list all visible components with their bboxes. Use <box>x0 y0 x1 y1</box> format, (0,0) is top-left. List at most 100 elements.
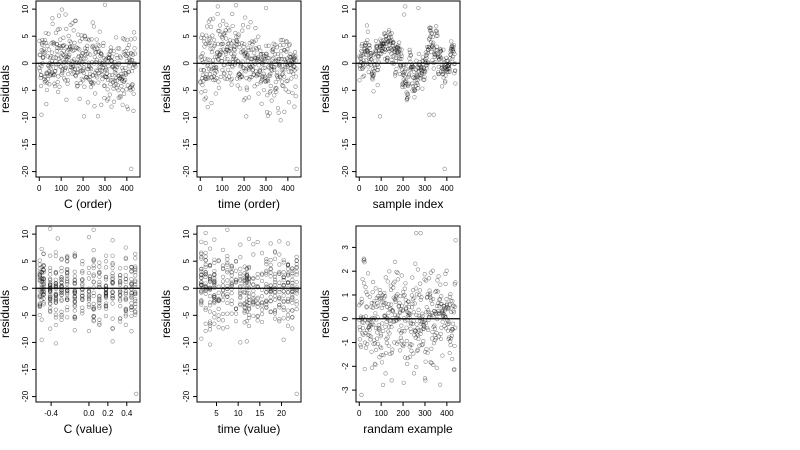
data-point <box>199 76 205 81</box>
data-point <box>107 52 113 57</box>
data-point <box>290 295 295 300</box>
data-point <box>53 300 58 305</box>
y-tick-label: -15 <box>182 363 191 375</box>
data-point <box>224 47 230 52</box>
plot-frame <box>35 225 141 403</box>
data-point <box>289 69 294 74</box>
data-point <box>406 83 411 89</box>
data-point <box>86 289 92 294</box>
data-point <box>88 79 93 85</box>
data-point <box>365 49 371 55</box>
data-point <box>368 51 373 56</box>
data-point <box>128 37 134 42</box>
data-point <box>444 55 449 61</box>
data-point <box>207 72 212 77</box>
data-point <box>438 302 443 307</box>
data-point <box>393 45 399 50</box>
data-point <box>227 48 232 54</box>
data-point <box>67 52 72 57</box>
data-point <box>290 308 295 313</box>
data-point <box>243 67 248 72</box>
data-point <box>379 345 384 351</box>
data-point <box>425 327 431 333</box>
data-point <box>401 80 406 85</box>
data-point <box>419 65 424 70</box>
data-point <box>202 97 207 102</box>
data-point <box>218 74 223 80</box>
data-point <box>120 88 125 93</box>
data-point <box>400 72 405 77</box>
data-point <box>212 278 217 283</box>
data-point <box>205 105 210 110</box>
data-point <box>72 66 78 71</box>
data-point <box>52 73 57 78</box>
data-point <box>279 79 285 84</box>
data-point <box>449 333 455 338</box>
data-point <box>394 269 399 275</box>
data-point <box>413 286 419 291</box>
data-point <box>244 274 249 279</box>
data-point <box>418 74 424 79</box>
data-point <box>64 56 70 62</box>
data-point <box>277 287 282 292</box>
data-point <box>129 281 134 287</box>
data-point <box>406 299 411 304</box>
data-point <box>423 278 429 283</box>
data-point <box>242 50 248 55</box>
data-point <box>425 294 430 300</box>
data-point <box>452 304 458 309</box>
data-point <box>431 324 436 330</box>
data-point <box>86 289 92 294</box>
data-point <box>204 33 209 38</box>
data-point <box>410 301 415 306</box>
data-point <box>429 336 435 341</box>
data-point <box>371 341 376 347</box>
data-point <box>425 47 431 52</box>
data-point <box>421 77 426 83</box>
data-point <box>244 266 249 271</box>
data-point <box>387 43 392 48</box>
data-point <box>380 42 385 47</box>
data-point <box>65 295 70 301</box>
data-point <box>80 50 85 56</box>
data-point <box>118 289 123 294</box>
data-point <box>48 294 53 299</box>
data-point <box>239 50 244 55</box>
data-point <box>58 37 63 42</box>
data-point <box>41 283 46 288</box>
data-point <box>251 302 256 307</box>
data-point <box>81 65 86 70</box>
data-point <box>233 279 239 285</box>
data-point <box>72 290 77 295</box>
data-point <box>418 319 423 324</box>
data-point <box>277 297 282 302</box>
data-point <box>408 320 413 325</box>
data-point <box>281 83 286 89</box>
data-point <box>428 29 433 34</box>
data-point <box>129 265 134 270</box>
data-point <box>403 4 408 9</box>
data-point <box>365 47 370 53</box>
data-point <box>50 72 56 78</box>
data-point <box>430 312 435 318</box>
data-point <box>285 299 291 305</box>
data-point <box>133 267 138 273</box>
data-point <box>105 77 111 83</box>
data-point <box>439 56 444 61</box>
data-point <box>373 325 379 331</box>
y-tick-label: -15 <box>182 138 191 150</box>
data-point <box>282 109 287 114</box>
data-point <box>291 60 296 65</box>
data-point <box>199 35 204 40</box>
data-point <box>359 49 364 54</box>
data-point <box>37 304 42 309</box>
data-point <box>251 288 256 293</box>
data-point <box>285 56 290 61</box>
data-point <box>415 65 420 70</box>
data-point <box>103 304 109 309</box>
data-point <box>364 23 370 28</box>
data-point <box>379 48 385 54</box>
data-point <box>281 289 286 294</box>
data-point <box>376 55 381 60</box>
data-point <box>52 83 58 89</box>
